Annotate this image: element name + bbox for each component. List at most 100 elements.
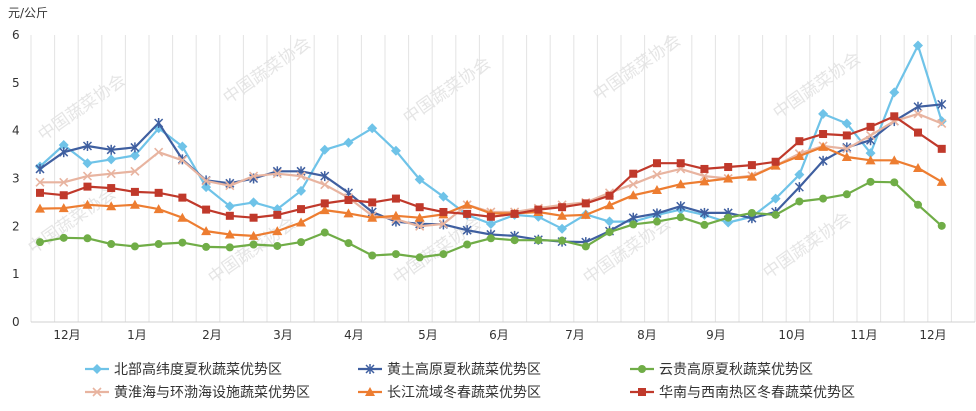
data-point <box>605 191 614 200</box>
data-point <box>841 151 852 161</box>
data-point <box>107 240 116 249</box>
data-point <box>154 118 164 129</box>
data-point <box>438 219 448 229</box>
watermark-text: 中国蔬菜协会 <box>590 30 685 105</box>
data-point-stroke <box>652 170 662 180</box>
data-point <box>866 122 875 131</box>
x-tick-label: 5月 <box>418 328 438 342</box>
legend-item: 黄土高原夏秋蔬菜优势区 <box>358 361 541 378</box>
data-point <box>865 130 876 141</box>
data-point <box>59 233 68 242</box>
data-point <box>365 364 375 374</box>
data-point-stroke <box>272 169 282 179</box>
data-point <box>106 169 116 179</box>
data-point <box>414 212 425 222</box>
data-point <box>320 199 329 208</box>
data-point <box>58 140 69 151</box>
data-point <box>59 147 69 158</box>
data-point <box>486 212 495 221</box>
data-point <box>889 87 900 98</box>
data-point <box>249 213 258 222</box>
data-point-stroke <box>296 171 306 181</box>
data-point <box>652 208 662 219</box>
data-point <box>937 221 946 230</box>
data-point <box>35 203 45 213</box>
data-point <box>842 142 852 153</box>
watermark-text: 中国蔬菜协会 <box>400 53 495 128</box>
data-point <box>106 201 117 211</box>
data-point <box>201 182 212 193</box>
data-point <box>889 155 900 165</box>
data-point <box>676 213 685 222</box>
data-point <box>771 157 780 166</box>
data-point <box>700 164 709 173</box>
data-point <box>795 197 804 206</box>
watermark-text: 中国蔬菜协会 <box>205 213 300 288</box>
y-tick-label: 2 <box>12 219 20 233</box>
data-point <box>106 154 117 165</box>
x-tick-label: 3月 <box>273 328 293 342</box>
legend-label: 北部高纬度夏秋蔬菜优势区 <box>114 361 282 378</box>
data-point <box>296 171 306 181</box>
data-point <box>795 137 804 146</box>
data-point <box>365 387 375 396</box>
data-point <box>154 240 163 249</box>
data-point <box>558 236 567 245</box>
data-point-stroke <box>438 219 448 229</box>
data-point-stroke <box>201 176 211 186</box>
data-point <box>463 209 472 218</box>
data-point <box>130 142 140 153</box>
data-point <box>581 242 590 251</box>
x-tick-label: 10月 <box>778 328 805 342</box>
data-point-stroke <box>106 169 116 179</box>
data-point <box>652 159 661 168</box>
data-point <box>59 177 69 187</box>
legend-item: 云贵高原夏秋蔬菜优势区 <box>630 361 813 378</box>
data-point-stroke <box>92 387 102 397</box>
data-point <box>367 123 378 134</box>
data-point <box>224 201 235 212</box>
data-point <box>534 236 543 245</box>
data-point <box>700 220 709 229</box>
data-point <box>414 174 425 185</box>
data-point <box>486 234 495 243</box>
data-point <box>438 191 449 202</box>
data-point <box>818 141 829 151</box>
x-tick-label: 11月 <box>850 328 877 342</box>
data-point <box>558 203 567 212</box>
series-group <box>36 112 946 222</box>
data-point <box>794 151 805 161</box>
data-point <box>92 364 102 374</box>
data-point <box>273 210 282 219</box>
data-point <box>202 205 211 214</box>
data-point-stroke <box>842 144 852 154</box>
data-point <box>652 170 662 180</box>
data-point <box>842 190 851 199</box>
data-point <box>937 118 947 129</box>
data-point <box>320 180 330 190</box>
data-point <box>58 203 69 213</box>
data-point <box>770 193 781 204</box>
data-point <box>746 171 757 181</box>
data-point <box>368 251 377 260</box>
data-point <box>913 40 924 51</box>
data-point <box>841 118 852 129</box>
grid-layer <box>30 35 976 323</box>
data-point <box>794 182 804 193</box>
data-point <box>82 171 93 181</box>
data-point <box>913 162 924 172</box>
data-point-stroke <box>699 171 710 181</box>
data-point <box>638 365 646 373</box>
data-point <box>154 147 164 157</box>
data-point <box>82 199 93 209</box>
data-point <box>201 176 211 186</box>
x-tick-label: 4月 <box>344 328 364 342</box>
data-point <box>272 226 283 236</box>
data-point <box>367 212 378 222</box>
data-point <box>129 150 140 161</box>
data-point <box>462 225 472 236</box>
data-point-stroke <box>865 130 876 141</box>
data-point <box>652 217 661 226</box>
y-tick-label: 3 <box>12 172 20 186</box>
